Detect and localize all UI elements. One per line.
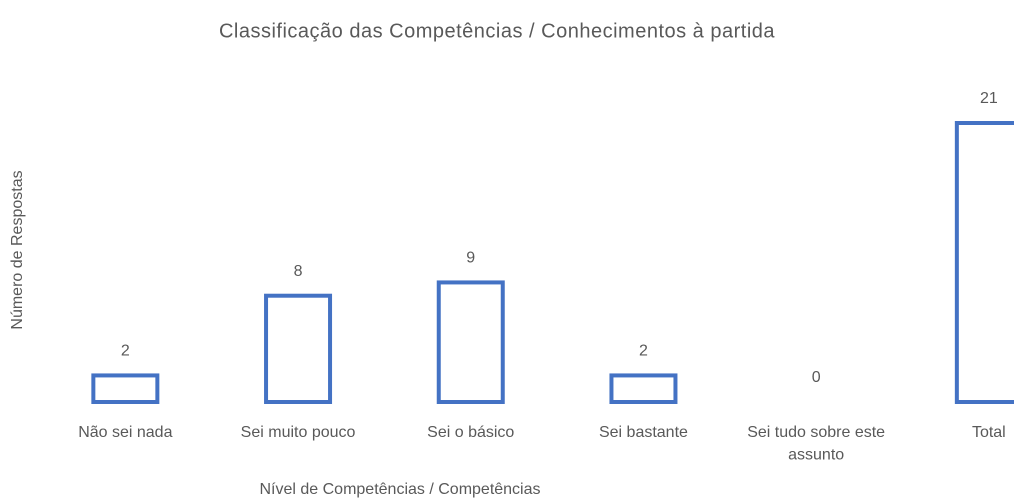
bar [954,121,1014,404]
data-label: 21 [980,90,998,107]
bar [436,280,505,404]
data-label: 0 [812,369,821,386]
data-label: 8 [294,263,303,280]
data-label: 2 [639,343,648,360]
bar [264,293,333,405]
x-tick-label: Não sei nada [78,424,172,441]
x-tick-label: Sei o básico [427,424,514,441]
x-tick-label: Sei muito pouco [241,424,356,441]
x-tick-label: Sei tudo sobre este assunto [747,424,885,463]
bar [91,373,160,404]
y-axis-title: Número de Respostas [9,170,26,329]
data-label: 9 [466,250,475,267]
x-axis-title: Nível de Competências / Competências [259,481,540,498]
x-tick-label: Total [972,424,1006,441]
bar [609,373,678,404]
x-tick-label: Sei bastante [599,424,688,441]
data-label: 2 [121,343,130,360]
chart-title: Classificação das Competências / Conheci… [219,20,775,42]
